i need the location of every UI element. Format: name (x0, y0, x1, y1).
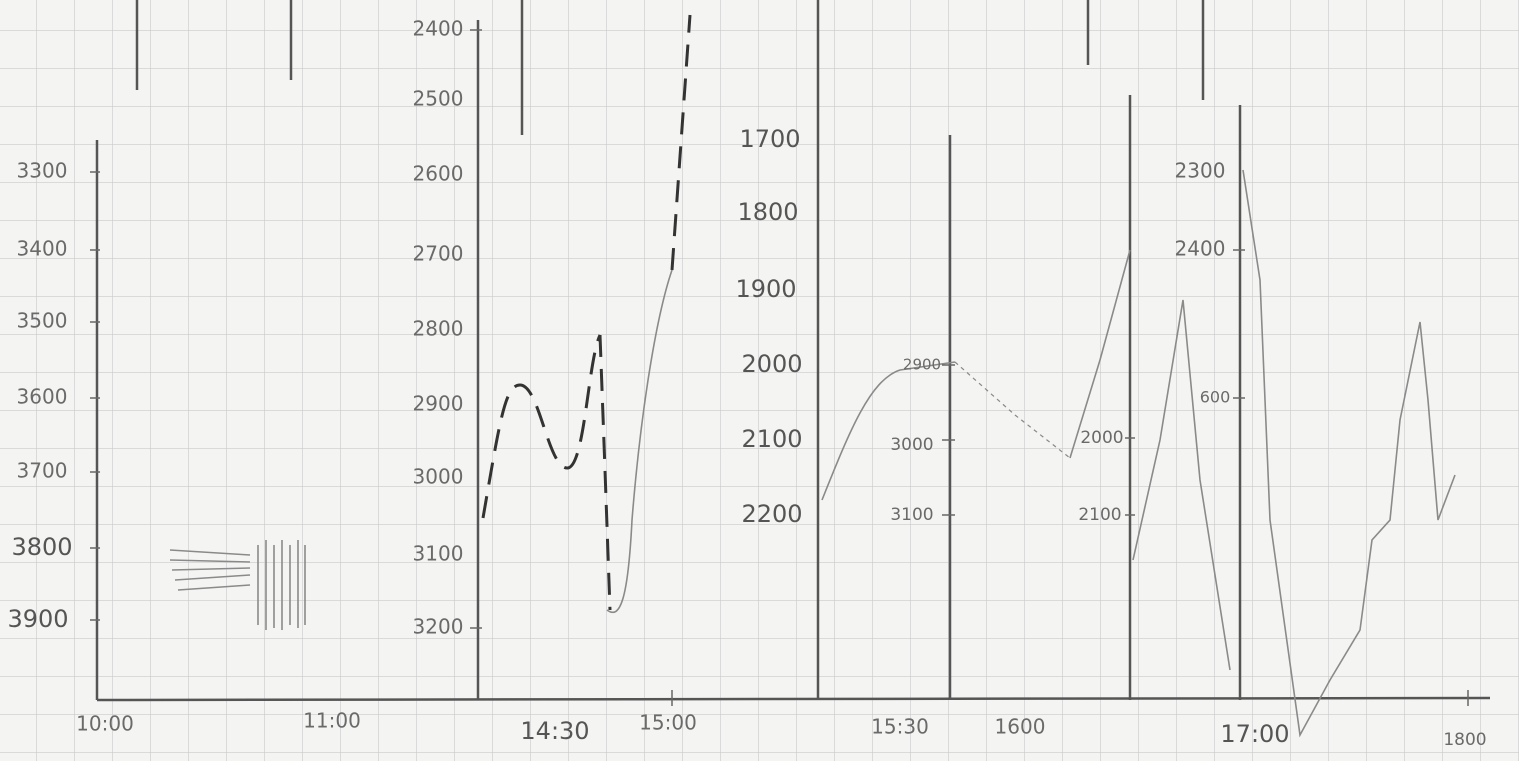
axes (95, 0, 1491, 702)
x-label: 1800 (1443, 730, 1486, 750)
x-label: 15:00 (639, 711, 697, 735)
y-label: 2100 (741, 425, 802, 453)
y-label: 1900 (735, 275, 796, 303)
y-label: 1700 (739, 125, 800, 153)
sketch-lines (169, 14, 1456, 738)
y-label: 2500 (413, 87, 464, 111)
y-label: 2000 (741, 350, 802, 378)
x-label: 1600 (995, 715, 1046, 739)
y-label: 2100 (1078, 505, 1121, 525)
y-label: 2400 (1175, 237, 1226, 261)
y-label: 2400 (413, 17, 464, 41)
y-label: 2000 (1080, 428, 1123, 448)
y-label: 2200 (741, 500, 802, 528)
x-label: 11:00 (303, 709, 361, 733)
x-label: 17:00 (1220, 720, 1289, 748)
y-label: 600 (1200, 388, 1231, 407)
y-label: 2600 (413, 162, 464, 186)
y-label: 2300 (1175, 159, 1226, 183)
labels: 3300 3400 3500 3600 3700 3800 3900 10:00… (7, 17, 1486, 751)
y-label: 3700 (17, 459, 68, 483)
y-label: 3600 (17, 385, 68, 409)
ticks (90, 29, 1469, 706)
y-label: 3000 (890, 435, 933, 455)
y-label: 3500 (17, 309, 68, 333)
y-label: 3800 (11, 533, 72, 561)
x-label: 14:30 (520, 717, 589, 745)
y-label: 3300 (17, 159, 68, 183)
y-label: 2800 (413, 317, 464, 341)
y-label: 2900 (903, 356, 941, 374)
y-label: 3200 (413, 615, 464, 639)
y-label: 3400 (17, 237, 68, 261)
y-label: 2700 (413, 242, 464, 266)
x-label: 10:00 (76, 712, 134, 736)
y-label: 3100 (413, 542, 464, 566)
y-label: 1800 (737, 198, 798, 226)
y-label: 3900 (7, 605, 68, 633)
y-label: 2900 (413, 392, 464, 416)
y-label: 3100 (890, 505, 933, 525)
x-label: 15:30 (871, 715, 929, 739)
y-label: 3000 (413, 465, 464, 489)
